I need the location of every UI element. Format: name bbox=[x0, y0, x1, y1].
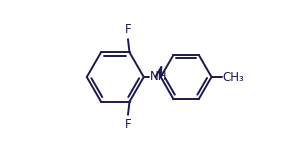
Text: F: F bbox=[125, 23, 131, 36]
Text: CH₃: CH₃ bbox=[222, 71, 244, 83]
Text: F: F bbox=[125, 118, 131, 131]
Text: NH: NH bbox=[150, 70, 167, 83]
